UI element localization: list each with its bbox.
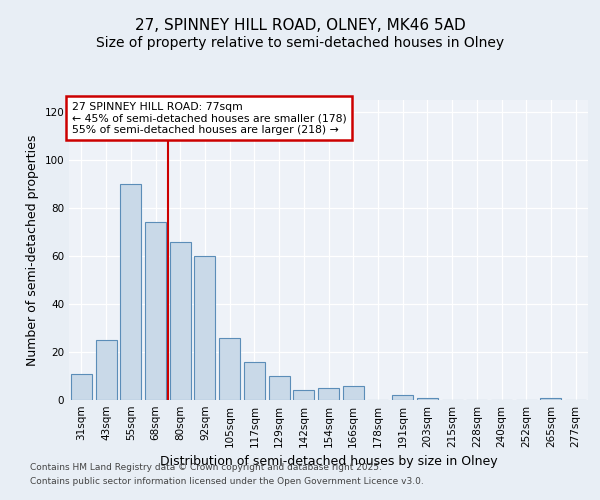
Bar xyxy=(219,338,240,400)
Bar xyxy=(392,395,413,400)
Text: Contains public sector information licensed under the Open Government Licence v3: Contains public sector information licen… xyxy=(30,478,424,486)
Bar xyxy=(145,222,166,400)
Text: 27 SPINNEY HILL ROAD: 77sqm
← 45% of semi-detached houses are smaller (178)
55% : 27 SPINNEY HILL ROAD: 77sqm ← 45% of sem… xyxy=(71,102,346,134)
Text: Size of property relative to semi-detached houses in Olney: Size of property relative to semi-detach… xyxy=(96,36,504,50)
Bar xyxy=(194,256,215,400)
Bar xyxy=(417,398,438,400)
Bar xyxy=(120,184,141,400)
Bar xyxy=(541,398,562,400)
Bar xyxy=(318,388,339,400)
Bar xyxy=(244,362,265,400)
Text: 27, SPINNEY HILL ROAD, OLNEY, MK46 5AD: 27, SPINNEY HILL ROAD, OLNEY, MK46 5AD xyxy=(134,18,466,32)
Text: Contains HM Land Registry data © Crown copyright and database right 2025.: Contains HM Land Registry data © Crown c… xyxy=(30,462,382,471)
Y-axis label: Number of semi-detached properties: Number of semi-detached properties xyxy=(26,134,39,366)
Bar xyxy=(293,390,314,400)
Bar xyxy=(343,386,364,400)
Bar xyxy=(269,376,290,400)
X-axis label: Distribution of semi-detached houses by size in Olney: Distribution of semi-detached houses by … xyxy=(160,456,497,468)
Bar xyxy=(95,340,116,400)
Bar xyxy=(170,242,191,400)
Bar xyxy=(71,374,92,400)
